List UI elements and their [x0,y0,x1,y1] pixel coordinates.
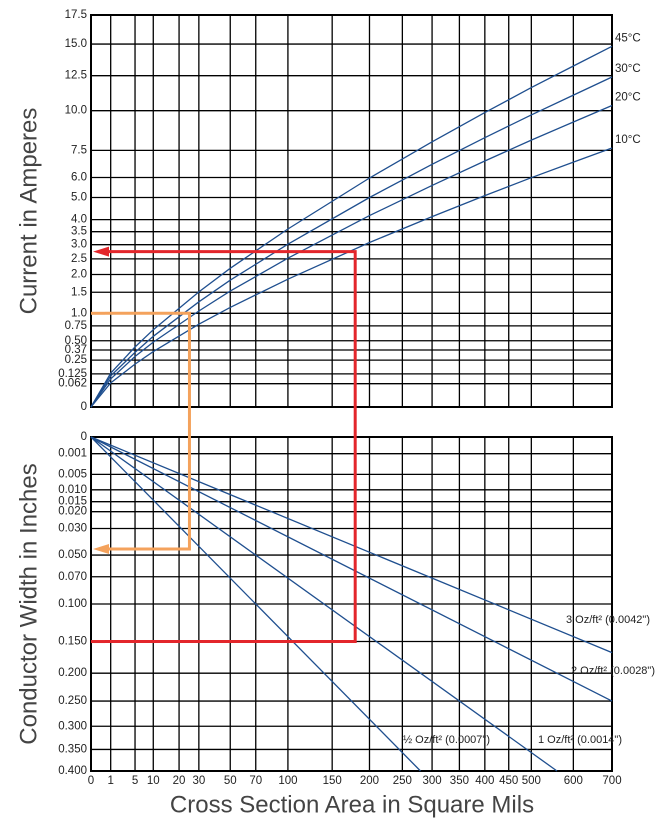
curve [90,104,613,408]
y-tick-label: 0.75 [65,320,87,332]
plot-frame [90,14,613,408]
y-tick-label: 0.37 [65,344,87,356]
y-tick-label: 0 [81,401,87,413]
x-tick-label: 70 [249,775,262,787]
y-tick-label: 0.150 [58,636,87,648]
y-tick-label: 0.015 [58,496,87,508]
y-tick-label: 0.400 [58,765,87,777]
x-tick-label: 100 [278,775,297,787]
y-tick-label: 1.5 [71,286,87,298]
guide-arrow [93,544,109,555]
x-tick-label: 200 [360,775,379,787]
curve [90,436,613,654]
x-tick-label: 20 [173,775,186,787]
y-tick-label: 0.050 [58,549,87,561]
curve [90,45,613,408]
curve [90,147,613,408]
curve-label: 10°C [615,134,641,146]
y-tick-label: 0.200 [58,667,87,679]
x-axis-title: Cross Section Area in Square Mils [170,791,534,818]
x-tick-label: 300 [422,775,441,787]
curve-label: ½ Oz/ft² (0.0007") [403,734,490,746]
guide-line [105,311,191,551]
y-tick-label: 2.0 [71,269,87,281]
y-tick-label: 1.0 [71,307,87,319]
curve [90,436,613,702]
y-tick-label: 0.001 [58,448,87,460]
y-tick-label: 0.030 [58,523,87,535]
y-tick-label: 3.0 [71,239,87,251]
curve-label: 30°C [615,63,641,75]
x-tick-label: 30 [192,775,205,787]
y-tick-label: 0.50 [65,335,87,347]
x-tick-label: 500 [522,775,541,787]
x-tick-label: 700 [602,775,621,787]
y-tick-label: 15.0 [65,38,87,50]
y-tick-label: 0.020 [58,506,87,518]
plot-frame [90,436,613,772]
y-axis-title: Current in Amperes [15,108,42,315]
x-tick-label: 250 [393,775,412,787]
y-tick-label: 7.5 [71,144,87,156]
guide-arrow [93,246,109,257]
y-axis-title: Conductor Width in Inches [15,463,42,744]
x-tick-label: 400 [475,775,494,787]
x-tick-label: 50 [224,775,237,787]
curve-label: 20°C [615,92,641,104]
curve-label: 2 Oz/ft² (0.0028") [571,665,655,677]
y-tick-label: 2.5 [71,253,87,265]
curve [90,436,421,772]
curve-label: 45°C [615,32,641,44]
y-tick-label: 0.005 [58,468,87,480]
x-tick-label: 350 [450,775,469,787]
y-tick-label: 5.0 [71,191,87,203]
guide-line [105,250,357,644]
y-tick-label: 0.070 [58,571,87,583]
y-tick-label: 0.350 [58,743,87,755]
x-tick-label: 10 [147,775,160,787]
y-tick-label: 0.250 [58,695,87,707]
x-tick-label: 5 [132,775,138,787]
x-tick-label: 0 [88,775,94,787]
curve-label: 3 Oz/ft² (0.0042") [566,614,650,626]
y-tick-label: 0.010 [58,484,87,496]
curve [90,76,613,408]
y-tick-label: 6.0 [71,171,87,183]
x-tick-label: 150 [323,775,342,787]
x-tick-label: 1 [107,775,113,787]
y-tick-label: 17.5 [65,9,87,21]
x-tick-label: 450 [499,775,518,787]
x-tick-label: 600 [564,775,583,787]
y-tick-label: 0 [81,431,87,443]
y-tick-label: 4.0 [71,214,87,226]
y-tick-label: 0.100 [58,598,87,610]
y-tick-label: 3.5 [71,226,87,238]
y-tick-label: 10.0 [65,105,87,117]
y-tick-label: 0.125 [58,368,87,380]
curve [90,436,558,772]
y-tick-label: 12.5 [65,70,87,82]
y-tick-label: 0.062 [58,378,87,390]
y-tick-label: 0.300 [58,720,87,732]
y-tick-label: 0.25 [65,354,87,366]
curve-label: 1 Oz/ft² (0.0014") [538,734,622,746]
